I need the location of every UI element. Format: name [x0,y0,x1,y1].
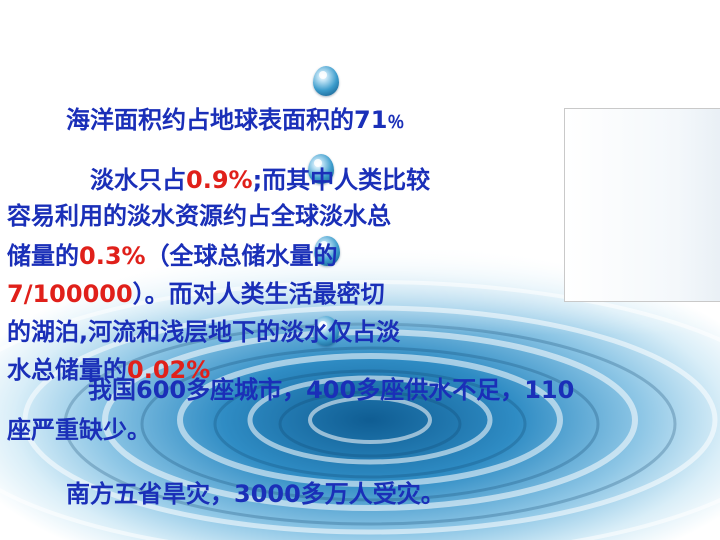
water-drop-icon [314,236,340,266]
highlight-value: 0.3% [79,242,146,270]
water-drop-icon [308,154,334,184]
freshwater-line-6: 水总储量的0.02% [7,356,211,384]
city-shortage-line-2: 座严重缺少。 [7,416,151,444]
freshwater-line-3: 储量的0.3%（全球总储水量的 [7,242,338,270]
city-shortage-line-1: 我国600多座城市，400多座供水不足，110 [88,376,575,404]
highlight-value: 7/100000 [7,280,133,308]
side-image-frame [564,108,720,302]
ocean-area-line: 海洋面积约占地球表面积的71％ [66,106,405,134]
freshwater-line-5: 的湖泊,河流和浅层地下的淡水仅占淡 [7,318,401,346]
water-drop-icon [313,66,339,96]
freshwater-line-4: 7/100000）。而对人类生活最密切 [7,280,385,308]
freshwater-line-1: 淡水只占0.9%;而其中人类比较 [90,166,431,194]
freshwater-line-2: 容易利用的淡水资源约占全球淡水总 [7,202,391,230]
highlight-value: 0.02% [127,356,211,384]
drought-line: 南方五省旱灾，3000多万人受灾。 [66,480,445,508]
highlight-value: 0.9% [186,166,253,194]
water-drop-icon [313,316,339,346]
